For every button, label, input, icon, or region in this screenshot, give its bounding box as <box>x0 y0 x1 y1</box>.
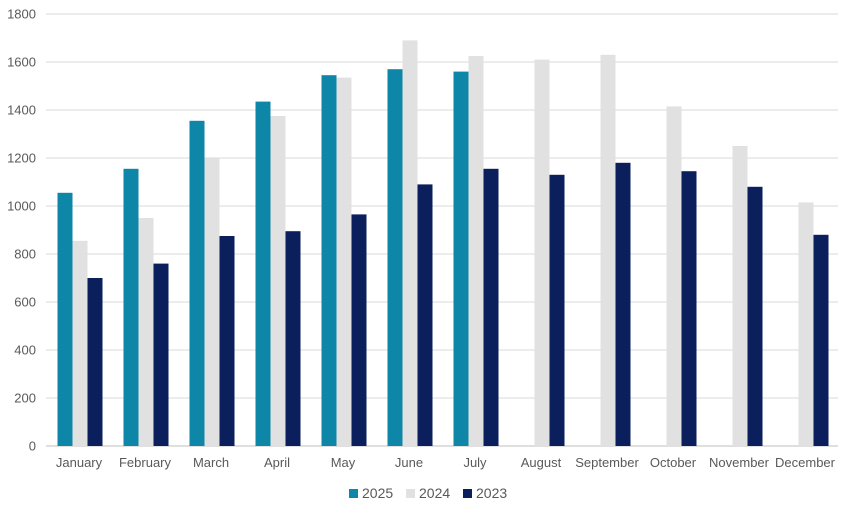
bar-2024-april <box>270 116 286 446</box>
bar-2025-april <box>255 101 271 446</box>
legend-swatch-2025 <box>349 489 358 498</box>
x-axis: January February March April May June July Augu… <box>56 455 836 470</box>
x-tick-label: December <box>775 455 836 470</box>
bar-2023-february <box>153 263 169 446</box>
bar-2023-october <box>681 171 697 446</box>
bar-2023-april <box>285 231 301 446</box>
bar-2024-october <box>666 106 682 447</box>
legend-swatch-2023 <box>463 489 472 498</box>
bar-2024-december <box>798 202 814 446</box>
y-tick-label: 600 <box>14 295 36 310</box>
y-tick-label: 200 <box>14 391 36 406</box>
bar-2024-june <box>402 40 418 447</box>
gridlines <box>46 13 838 447</box>
x-tick-label: October <box>650 455 697 470</box>
bar-2025-march <box>189 120 205 447</box>
x-tick-label: November <box>709 455 770 470</box>
x-tick-label: September <box>575 455 639 470</box>
bar-2023-november <box>747 186 763 447</box>
y-tick-label: 0 <box>29 439 36 454</box>
bar-2024-february <box>138 218 154 446</box>
x-tick-label: February <box>119 455 172 470</box>
y-axis: 0 200 400 600 800 1000 1200 1400 1600 1800 <box>7 7 36 454</box>
bar-2024-july <box>468 56 484 446</box>
bar-2025-june <box>387 69 403 446</box>
bar-2024-august <box>534 59 550 446</box>
y-tick-label: 1200 <box>7 151 36 166</box>
bar-2025-july <box>453 71 469 446</box>
bar-2024-may <box>336 77 352 446</box>
x-tick-label: May <box>331 455 356 470</box>
legend-label-2025: 2025 <box>362 485 393 501</box>
legend-swatch-2024 <box>406 489 415 498</box>
x-tick-label: July <box>463 455 487 470</box>
y-tick-label: 800 <box>14 247 36 262</box>
bar-2024-september <box>600 54 616 447</box>
bar-2023-march <box>219 236 235 446</box>
bar-2023-september <box>615 162 631 447</box>
bar-2025-may <box>321 75 337 446</box>
x-tick-label: March <box>193 455 229 470</box>
legend-label-2024: 2024 <box>419 485 450 501</box>
bar-2024-march <box>204 158 220 446</box>
bar-2025-february <box>123 168 139 447</box>
x-tick-label: August <box>521 455 562 470</box>
bar-2023-august <box>549 174 565 447</box>
x-tick-label: January <box>56 455 103 470</box>
legend-label-2023: 2023 <box>476 485 507 501</box>
y-tick-label: 1800 <box>7 7 36 22</box>
bar-2025-january <box>57 192 73 446</box>
bar-2023-may <box>351 214 367 446</box>
bar-2024-november <box>732 146 748 446</box>
bar-2023-july <box>483 168 499 447</box>
bar-2023-june <box>417 184 433 446</box>
legend: 2025 2024 2023 <box>349 485 507 501</box>
x-tick-label: June <box>395 455 423 470</box>
bars <box>57 40 829 447</box>
y-tick-label: 400 <box>14 343 36 358</box>
bar-2024-january <box>72 240 88 446</box>
y-tick-label: 1400 <box>7 103 36 118</box>
y-tick-label: 1000 <box>7 199 36 214</box>
bar-2023-december <box>813 234 829 446</box>
y-tick-label: 1600 <box>7 55 36 70</box>
bar-2023-january <box>87 278 103 446</box>
x-tick-label: April <box>264 455 290 470</box>
